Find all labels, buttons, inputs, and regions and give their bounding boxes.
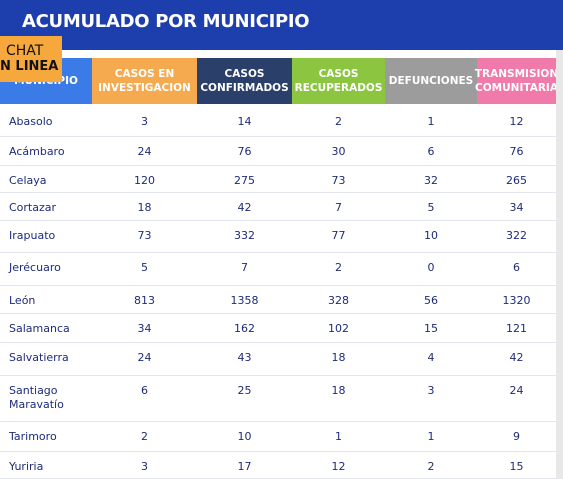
cell-value: 6 — [427, 145, 435, 158]
cell-value: 56 — [424, 294, 438, 307]
municipio: Cortazar — [9, 201, 57, 214]
cell-value: 332 — [234, 229, 255, 242]
cell-value: 10 — [424, 229, 438, 242]
cell-value: 3 — [427, 384, 435, 397]
cell-value: 120 — [134, 174, 155, 187]
cell-value: 1 — [427, 430, 435, 443]
municipio: Yuriria — [9, 460, 44, 473]
column-header: CASOS CONFIRMADOS — [197, 58, 292, 104]
table-row: León 813 1358 328 56 1320 — [0, 286, 556, 314]
table-row: Salamanca 34 162 102 15 121 — [0, 314, 556, 343]
cell-value: 34 — [137, 322, 152, 335]
cell-value: 3 — [141, 115, 148, 128]
cell-value: 18 — [137, 201, 152, 214]
municipio: León — [9, 294, 36, 307]
cell-value: 1320 — [502, 294, 531, 307]
cell-value: 3 — [141, 460, 148, 473]
cell-value: 10 — [237, 430, 252, 443]
cell-value: 102 — [328, 322, 349, 335]
cell-value: 328 — [328, 294, 349, 307]
cell-value: 30 — [331, 145, 346, 158]
chat-label: N LINEA — [0, 59, 59, 74]
table-row: Jerécuaro 5 7 2 0 6 — [0, 253, 556, 286]
table-row: Acámbaro 24 76 30 6 76 — [0, 137, 556, 166]
cell-value: 0 — [427, 261, 435, 274]
cell-value: 1 — [335, 430, 342, 443]
cell-value: 6 — [141, 384, 148, 397]
municipio: Jerécuaro — [9, 261, 61, 274]
column-header: TRANSMISION COMUNITARIA — [475, 58, 558, 104]
cell-value: 7 — [241, 261, 248, 274]
table-row: Santiago Maravatío 6 25 18 3 24 — [0, 376, 556, 422]
column-header: CASOS RECUPERADOS — [292, 58, 385, 104]
cell-value: 18 — [331, 351, 346, 364]
scrollbar — [556, 50, 563, 479]
cell-value: 43 — [237, 351, 252, 364]
cell-value: 12 — [509, 115, 524, 128]
cell-value: 24 — [137, 145, 152, 158]
cell-value: 1 — [427, 115, 435, 128]
header-bar: ACUMULADO POR MUNICIPIO — [0, 0, 563, 50]
municipio: Abasolo — [9, 115, 53, 128]
cell-value: 1358 — [230, 294, 259, 307]
cell-value: 14 — [237, 115, 252, 128]
cell-value: 17 — [237, 460, 252, 473]
table-row: Salvatierra 24 43 18 4 42 — [0, 343, 556, 376]
chat-label: CHAT — [6, 43, 44, 59]
municipio: Acámbaro — [9, 145, 65, 158]
table-row: Tarimoro 2 10 1 1 9 — [0, 422, 556, 452]
cell-value: 322 — [506, 229, 527, 242]
cell-value: 76 — [237, 145, 252, 158]
cell-value: 2 — [335, 261, 342, 274]
cell-value: 42 — [509, 351, 524, 364]
cell-value: 813 — [134, 294, 155, 307]
column-header: CASOS EN INVESTIGACION — [92, 58, 197, 104]
cell-value: 162 — [234, 322, 255, 335]
cell-value: 34 — [509, 201, 524, 214]
municipio: Salamanca — [9, 322, 70, 335]
cell-value: 2 — [141, 430, 148, 443]
cell-value: 12 — [331, 460, 346, 473]
cell-value: 15 — [509, 460, 524, 473]
cell-value: 42 — [237, 201, 252, 214]
municipio: Salvatierra — [9, 351, 69, 364]
cell-value: 25 — [237, 384, 252, 397]
cell-value: 76 — [509, 145, 524, 158]
table-row: Yuriria 3 17 12 2 15 — [0, 452, 556, 479]
cell-value: 5 — [141, 261, 148, 274]
table-row: Irapuato 73 332 77 10 322 — [0, 221, 556, 253]
cell-value: 24 — [137, 351, 152, 364]
cell-value: 32 — [424, 174, 438, 187]
cell-value: 24 — [509, 384, 524, 397]
title: ACUMULADO POR MUNICIPIO — [22, 11, 310, 32]
chat-button[interactable]: CHAT N LINEA — [0, 36, 62, 82]
municipio: Irapuato — [9, 229, 56, 242]
cell-value: 121 — [506, 322, 527, 335]
cell-value: 18 — [331, 384, 346, 397]
cell-value: 4 — [427, 351, 435, 364]
cell-value: 15 — [424, 322, 438, 335]
cell-value: 265 — [506, 174, 527, 187]
municipio: Santiago Maravatío — [9, 384, 64, 411]
municipio: Celaya — [9, 174, 47, 187]
cell-value: 275 — [234, 174, 255, 187]
cell-value: 9 — [513, 430, 520, 443]
cell-value: 2 — [335, 115, 342, 128]
municipio: Tarimoro — [9, 430, 57, 443]
table-row: Abasolo 3 14 2 1 12 — [0, 107, 556, 137]
cell-value: 77 — [331, 229, 346, 242]
table-row: Cortazar 18 42 7 5 34 — [0, 193, 556, 221]
table-row: Celaya 120 275 73 32 265 — [0, 166, 556, 193]
cell-value: 7 — [335, 201, 342, 214]
cell-value: 5 — [427, 201, 435, 214]
cell-value: 2 — [427, 460, 435, 473]
cell-value: 73 — [331, 174, 346, 187]
column-header: DEFUNCIONES — [385, 58, 477, 104]
cell-value: 6 — [513, 261, 520, 274]
cell-value: 73 — [137, 229, 152, 242]
